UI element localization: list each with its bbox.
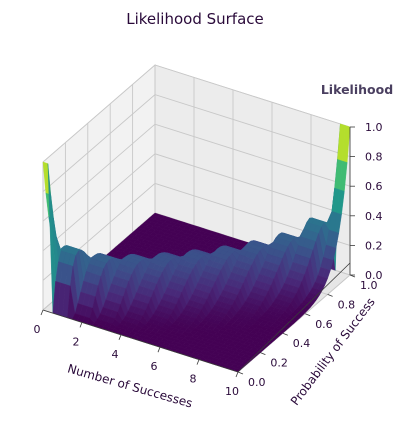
- y-tick-label: 0.6: [315, 318, 333, 331]
- x-tick-label: 10: [225, 385, 239, 398]
- y-tick-mark: [237, 371, 244, 375]
- x-tick-mark: [79, 322, 83, 328]
- surface-mesh: [42, 123, 351, 373]
- z-axis-label: Likelihood: [321, 82, 393, 97]
- z-tick-label: 0.6: [365, 180, 383, 193]
- z-tick-label: 0.2: [365, 239, 383, 252]
- y-tick-mark: [305, 313, 311, 317]
- grid-line-z: [42, 64, 351, 163]
- z-tick-label: 0.8: [365, 151, 383, 164]
- x-tick-mark: [40, 309, 44, 316]
- x-tick-label: 4: [112, 348, 119, 361]
- y-tick-label: 0.4: [293, 337, 311, 350]
- grid-line-z: [42, 182, 351, 281]
- grid-line-z: [42, 153, 351, 252]
- chart-title: Likelihood Surface: [126, 10, 264, 28]
- y-tick-label: 0.8: [338, 298, 356, 311]
- y-tick-label: 1.0: [360, 279, 378, 292]
- y-tick-label: 0.0: [248, 376, 266, 389]
- x-tick-label: 8: [190, 373, 197, 386]
- grid-line-z: [42, 123, 351, 222]
- x-tick-mark: [235, 371, 239, 378]
- y-axis-line: [237, 262, 351, 373]
- x-tick-mark: [157, 347, 161, 353]
- x-tick-mark: [196, 359, 200, 365]
- z-tick-label: 0.0: [365, 269, 383, 282]
- x-tick-mark: [118, 334, 122, 340]
- y-tick-mark: [327, 294, 333, 297]
- z-tick-label: 1.0: [365, 121, 383, 134]
- x-tick-label: 6: [151, 360, 158, 373]
- y-tick-mark: [260, 352, 266, 355]
- grid-line-z: [42, 94, 351, 192]
- z-tick-label: 0.4: [365, 210, 383, 223]
- y-tick-label: 0.2: [270, 357, 288, 370]
- y-tick-mark: [282, 332, 288, 336]
- x-axis-line: [42, 309, 239, 373]
- x-tick-label: 2: [73, 335, 80, 348]
- x-axis-label: Number of Successes: [66, 361, 194, 410]
- axis-ticks: 02468100.00.20.40.60.81.00.00.20.40.60.8…: [34, 121, 383, 398]
- x-tick-label: 0: [34, 323, 41, 336]
